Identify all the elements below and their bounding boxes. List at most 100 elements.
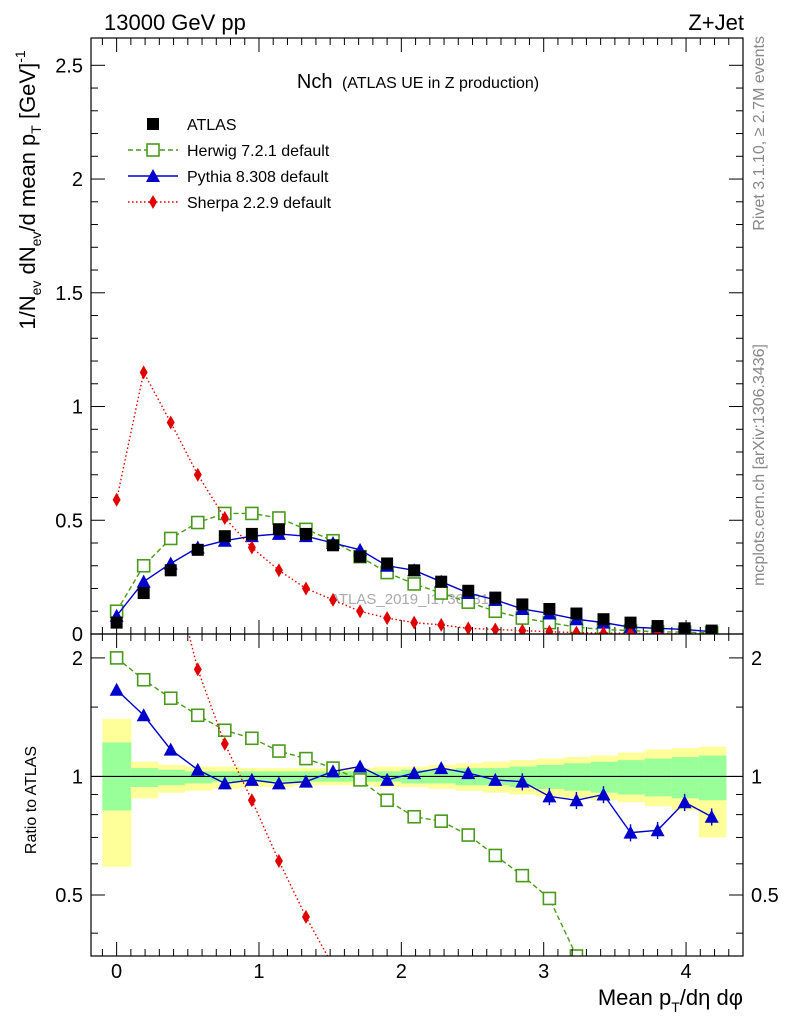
ratio-point-herwig bbox=[299, 751, 313, 766]
plot-title-sub: (ATLAS UE in Z production) bbox=[342, 75, 539, 92]
ratio-point-pythia bbox=[271, 776, 286, 790]
legend-marker-herwig bbox=[146, 143, 160, 157]
main-point-atlas bbox=[489, 591, 502, 604]
ratio-point-pythia bbox=[109, 682, 124, 696]
main-point-sherpa bbox=[166, 415, 175, 430]
header-left: 13000 GeV pp bbox=[104, 10, 246, 35]
ratio-point-pythia bbox=[217, 776, 232, 790]
ratio-point-herwig bbox=[136, 672, 151, 687]
main-point-herwig bbox=[272, 511, 286, 525]
ratio-series-clipped bbox=[109, 634, 719, 973]
ratio-point-pythia bbox=[326, 764, 341, 778]
plot-title-main: Nch bbox=[297, 71, 333, 93]
main-point-atlas bbox=[462, 584, 475, 597]
ratio-point-pythia bbox=[569, 793, 584, 807]
ratio-point-pythia bbox=[704, 809, 719, 823]
main-point-atlas bbox=[651, 620, 664, 633]
main-point-sherpa bbox=[410, 615, 419, 630]
main-point-atlas bbox=[327, 539, 340, 552]
main-point-sherpa bbox=[193, 467, 202, 482]
main-point-atlas bbox=[110, 616, 123, 629]
ratio-y-tick-label: 2 bbox=[72, 648, 83, 670]
ratio-point-pythia bbox=[623, 825, 638, 839]
ratio-point-pythia bbox=[163, 742, 178, 756]
main-point-atlas bbox=[435, 575, 448, 588]
ratio-point-pythia bbox=[515, 774, 530, 788]
ratio-point-herwig bbox=[218, 723, 232, 738]
legend-label-herwig: Herwig 7.2.1 default bbox=[187, 143, 330, 160]
ratio-point-pythia bbox=[380, 772, 395, 786]
ratio-y-tick-label-right: 1 bbox=[751, 766, 762, 788]
ratio-point-pythia bbox=[434, 761, 449, 775]
band-inner bbox=[644, 758, 673, 797]
ratio-x-axis: 0 1 2 3 4 bbox=[101, 634, 730, 983]
main-point-herwig bbox=[136, 558, 151, 573]
main-point-atlas bbox=[408, 564, 421, 577]
ratio-x-tick-label: 1 bbox=[253, 961, 264, 983]
main-point-atlas bbox=[597, 613, 610, 626]
main-point-atlas bbox=[299, 527, 312, 540]
ratio-point-pythia bbox=[353, 759, 368, 773]
main-point-sherpa bbox=[572, 625, 581, 634]
ratio-point-herwig bbox=[245, 731, 259, 746]
main-point-sherpa bbox=[545, 624, 554, 634]
ratio-y-tick-label: 1 bbox=[72, 766, 83, 788]
ratio-point-pythia bbox=[650, 823, 665, 837]
main-point-sherpa bbox=[491, 622, 500, 634]
ratio-point-pythia bbox=[136, 708, 151, 722]
main-point-sherpa bbox=[437, 617, 446, 632]
main-point-sherpa bbox=[112, 492, 121, 507]
mcplots-label: mcplots.cern.ch [arXiv:1306.3436] bbox=[751, 344, 768, 586]
legend-label-atlas: ATLAS bbox=[187, 117, 237, 134]
main-point-atlas bbox=[218, 530, 231, 543]
main-point-herwig bbox=[407, 577, 421, 591]
ratio-point-pythia bbox=[407, 766, 422, 780]
main-point-atlas bbox=[543, 602, 556, 615]
main-point-sherpa bbox=[329, 592, 338, 607]
main-point-sherpa bbox=[464, 621, 473, 634]
ratio-point-sherpa bbox=[329, 959, 337, 973]
main-point-pythia bbox=[136, 574, 151, 588]
legend-item-pythia: Pythia 8.308 default bbox=[128, 169, 329, 186]
main-point-atlas bbox=[678, 622, 691, 634]
ratio-point-pythia bbox=[461, 766, 476, 780]
ratio-point-herwig bbox=[163, 691, 178, 706]
band-inner bbox=[157, 769, 186, 786]
main-point-atlas bbox=[191, 543, 204, 556]
main-point-atlas bbox=[705, 624, 718, 634]
ratio-point-pythia bbox=[298, 774, 313, 788]
legend-item-sherpa: Sherpa 2.2.9 default bbox=[128, 195, 332, 212]
ratio-uncertainty-band bbox=[102, 718, 727, 867]
ratio-point-sherpa bbox=[247, 793, 256, 808]
ratio-point-pythia bbox=[596, 787, 611, 801]
main-point-atlas bbox=[381, 557, 394, 570]
main-y-tick-label: 1.5 bbox=[55, 283, 83, 305]
ratio-y-tick-label-right: 2 bbox=[751, 648, 762, 670]
rivet-label: Rivet 3.1.10, ≥ 2.7M events bbox=[751, 36, 768, 231]
main-point-atlas bbox=[570, 607, 583, 620]
ratio-line-sherpa bbox=[188, 634, 329, 956]
ratio-point-herwig bbox=[380, 793, 394, 808]
ratio-point-herwig bbox=[109, 651, 124, 665]
ratio-point-herwig bbox=[569, 949, 584, 956]
main-point-herwig bbox=[488, 604, 503, 619]
legend-label-pythia: Pythia 8.308 default bbox=[187, 169, 329, 186]
main-y-axis-label: 1/Nev dNev/d mean pT [GeV]-1 bbox=[12, 50, 44, 330]
x-axis-label: Mean pT/dη dφ bbox=[598, 985, 743, 1015]
ratio-y-tick-label: 0.5 bbox=[55, 885, 83, 907]
ratio-line-herwig bbox=[116, 657, 578, 956]
ratio-plot-frame bbox=[90, 633, 744, 957]
main-series-clipped bbox=[109, 365, 719, 634]
band-inner bbox=[590, 761, 619, 793]
main-point-atlas bbox=[245, 527, 258, 540]
ratio-point-pythia bbox=[542, 789, 557, 803]
ratio-y-axis-label: Ratio to ATLAS bbox=[23, 746, 40, 854]
ratio-point-sherpa bbox=[274, 853, 283, 868]
main-point-sherpa bbox=[274, 563, 283, 578]
main-point-herwig bbox=[190, 515, 205, 530]
main-panel: 0 0.5 1 1.5 2 2.5 1/Nev dNev/d mean pT [GeV]-… bbox=[12, 37, 744, 646]
main-series-layer bbox=[109, 365, 719, 634]
main-y-tick-label: 0 bbox=[72, 624, 83, 646]
legend-marker-sherpa bbox=[149, 195, 157, 209]
ratio-point-pythia bbox=[677, 795, 692, 809]
